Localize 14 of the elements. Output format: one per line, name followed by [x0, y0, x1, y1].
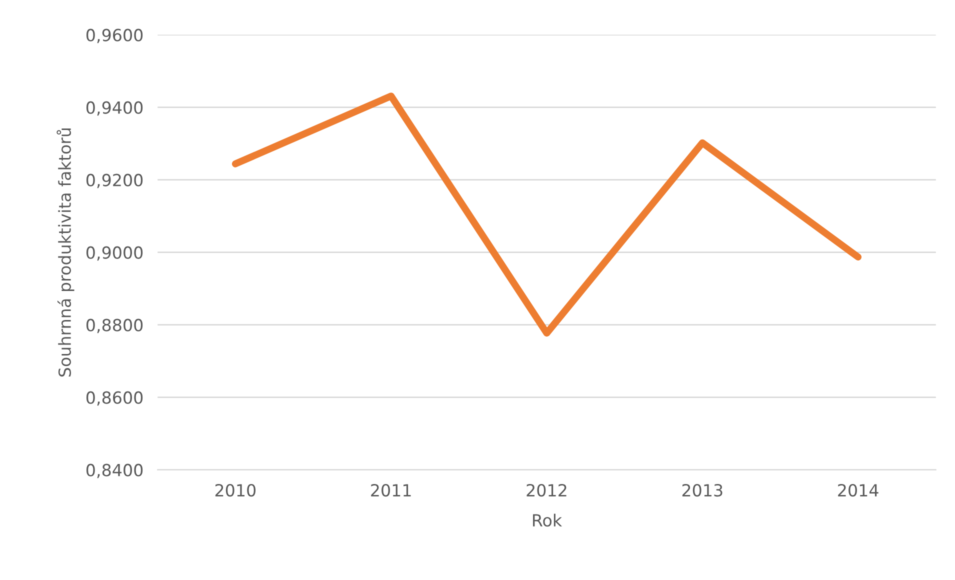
- x-tick-label: 2011: [371, 484, 411, 497]
- y-axis-title: Souhrnná produktivita faktorů: [56, 128, 74, 377]
- x-tick-label: 2014: [838, 484, 878, 497]
- y-tick-label: 0,9200: [86, 174, 143, 188]
- x-tick-label: 2010: [215, 484, 256, 497]
- y-tick-label: 0,8600: [86, 391, 143, 406]
- y-tick-label: 0,9400: [86, 101, 143, 116]
- x-axis-title: Rok: [533, 514, 562, 527]
- x-tick-label: 2013: [682, 484, 722, 497]
- y-tick-label: 0,8800: [86, 318, 143, 334]
- y-tick-label: 0,9000: [86, 246, 143, 261]
- x-tick-label: 2012: [526, 484, 566, 497]
- y-tick-label: 0,8400: [86, 464, 143, 478]
- y-tick-label: 0,9600: [86, 28, 143, 44]
